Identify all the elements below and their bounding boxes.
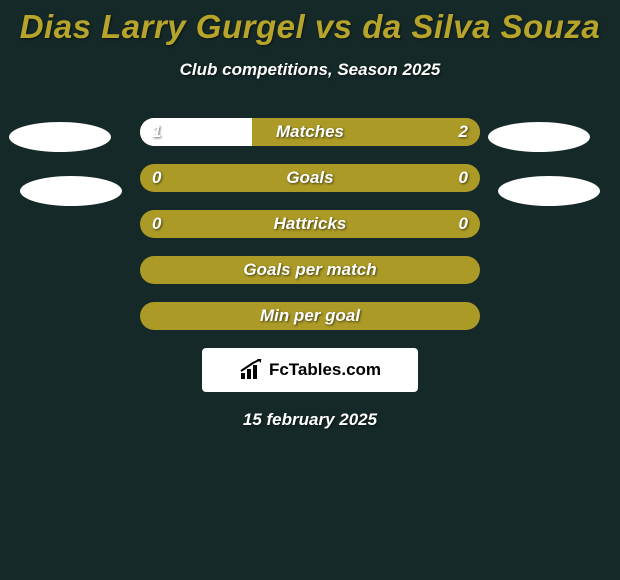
stat-row: Hattricks0 0 bbox=[140, 210, 480, 238]
player-right-avatar-2 bbox=[498, 176, 600, 206]
page-title: Dias Larry Gurgel vs da Silva Souza bbox=[0, 0, 620, 46]
date-text: 15 february 2025 bbox=[0, 410, 620, 430]
comparison-infographic: Dias Larry Gurgel vs da Silva Souza Club… bbox=[0, 0, 620, 580]
stat-value-right: 0 bbox=[459, 164, 468, 192]
stat-label: Matches bbox=[140, 118, 480, 146]
stat-row: Goals per match bbox=[140, 256, 480, 284]
player-right-avatar bbox=[488, 122, 590, 152]
stat-label: Goals bbox=[140, 164, 480, 192]
stat-label: Hattricks bbox=[140, 210, 480, 238]
stat-label: Min per goal bbox=[140, 302, 480, 330]
fctables-logo: FcTables.com bbox=[202, 348, 418, 392]
stat-value-left: 1 bbox=[152, 118, 161, 146]
stat-row: Goals0 0 bbox=[140, 164, 480, 192]
stat-label: Goals per match bbox=[140, 256, 480, 284]
page-subtitle: Club competitions, Season 2025 bbox=[0, 60, 620, 80]
stat-row: Matches1 2 bbox=[140, 118, 480, 146]
chart-icon bbox=[239, 359, 265, 381]
stat-value-right: 0 bbox=[459, 210, 468, 238]
stat-row: Min per goal bbox=[140, 302, 480, 330]
stat-value-left: 0 bbox=[152, 210, 161, 238]
logo-text: FcTables.com bbox=[269, 360, 381, 380]
player-left-avatar bbox=[9, 122, 111, 152]
stat-value-left: 0 bbox=[152, 164, 161, 192]
player-left-avatar-2 bbox=[20, 176, 122, 206]
stat-value-right: 2 bbox=[459, 118, 468, 146]
